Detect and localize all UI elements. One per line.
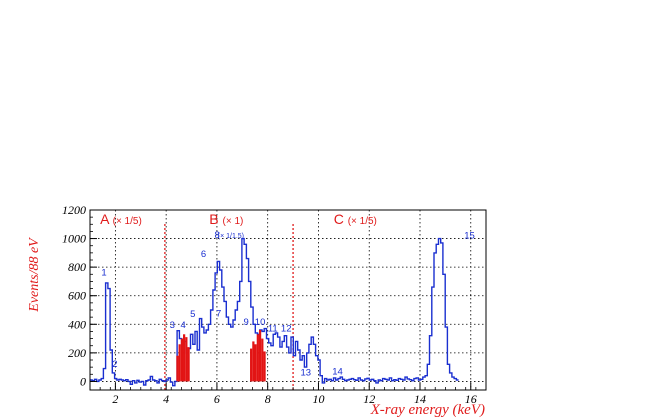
grid [90,210,486,390]
x-tick-label: 2 [112,392,118,406]
region-label: B (× 1) [209,211,243,227]
highlight-bar [183,334,186,382]
peak-label: 3 [170,320,175,331]
y-tick-label: 1200 [62,203,86,217]
peak-label: 1 [101,268,106,279]
region-label: A (× 1/5) [100,211,142,227]
peak-label: 13 [300,368,311,379]
highlight-bar [261,338,264,382]
y-tick-label: 400 [68,317,86,331]
peak-label: (× 1/1.5) [218,233,244,240]
highlight-bar [254,344,257,382]
x-tick-label: 12 [363,392,375,406]
peak-label: 9 [243,317,248,328]
peak-label: 11 [268,323,278,334]
peak-label: 5 [190,309,195,320]
histogram-line [90,237,459,387]
peak-label: 12 [281,323,292,334]
peak-label: 4 [181,320,186,331]
peak-label: 8 [215,230,220,241]
highlight-bar [176,355,179,382]
peak-label: 6 [201,249,206,260]
peak-label: 14 [332,366,343,377]
x-tick-label: 8 [265,392,271,406]
peak-label: 10 [255,317,266,328]
histogram-series [90,237,459,387]
x-tick-label: 4 [163,392,169,406]
highlight-bar [258,330,262,382]
y-tick-label: 600 [68,289,86,303]
highlight-bar [185,337,188,382]
x-axis-title: X-ray energy (keV) [370,402,485,418]
plot-frame [89,209,487,391]
y-axis-title: Events/88 eV [27,237,42,313]
peak-label: 2 [112,359,117,370]
x-tick-label: 10 [312,392,324,406]
y-tick-label: 800 [68,260,86,274]
highlight-bar [252,341,255,382]
highlight-bar [178,344,181,382]
highlight-bar [250,348,253,382]
highlight-bar [187,347,190,382]
x-tick-label: 14 [414,392,426,406]
highlight-bar [263,351,266,382]
highlight-bar [256,334,259,382]
y-tick-label: 0 [80,374,86,388]
x-tick-label: 16 [465,392,477,406]
peak-label: 7 [216,308,221,319]
peak-label: 15 [464,231,475,242]
highlight-bar [180,338,184,382]
region-label: C (× 1/5) [334,211,377,227]
y-tick-label: 200 [68,346,86,360]
plot-border [89,209,487,391]
x-tick-label: 6 [214,392,220,406]
y-tick-label: 1000 [62,232,86,246]
